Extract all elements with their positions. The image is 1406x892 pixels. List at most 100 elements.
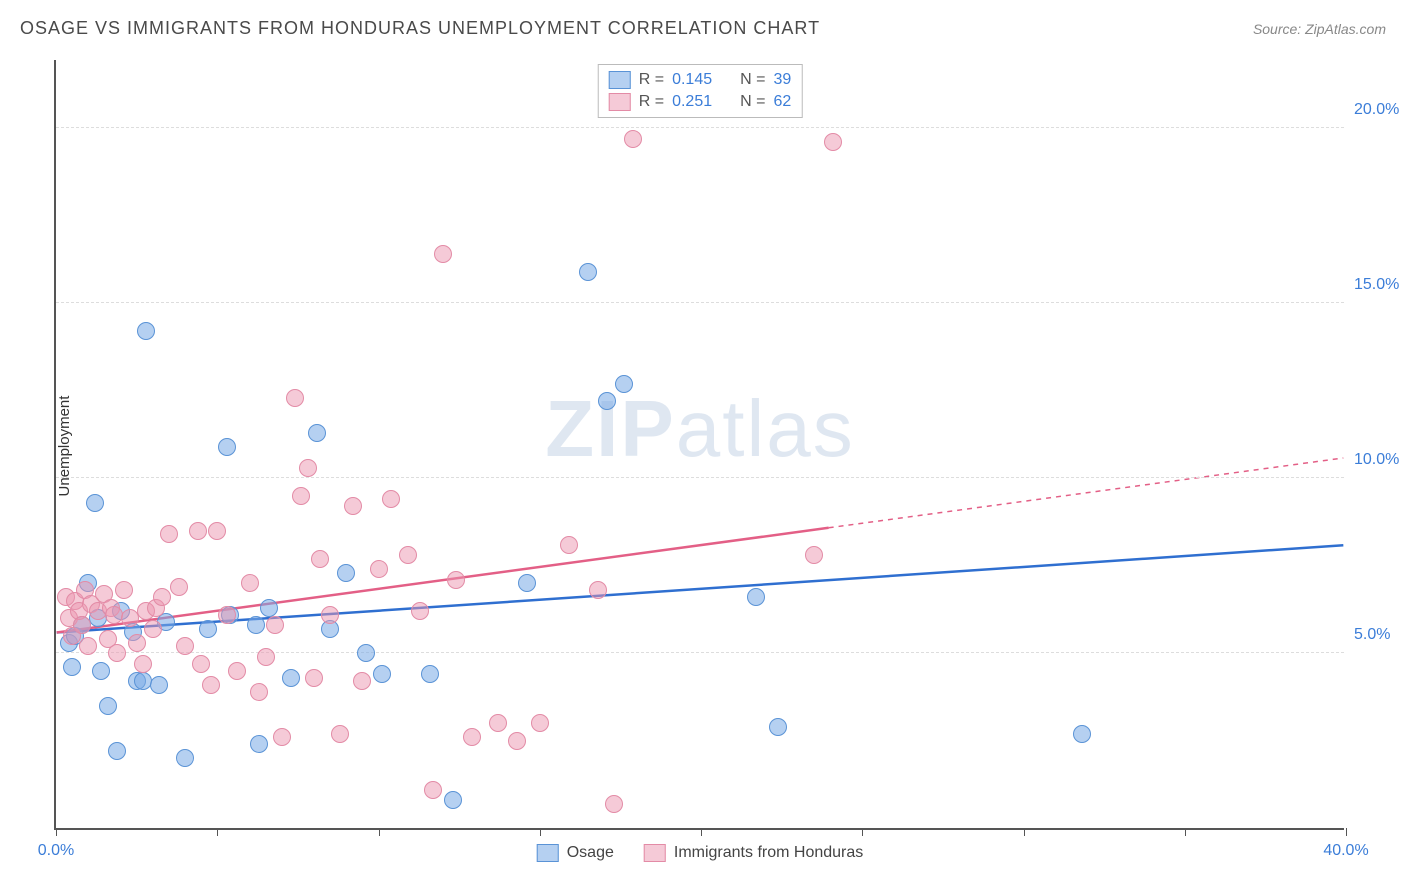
data-point-osage <box>598 392 616 410</box>
data-point-honduras <box>228 662 246 680</box>
data-point-osage <box>357 644 375 662</box>
data-point-honduras <box>331 725 349 743</box>
data-point-osage <box>308 424 326 442</box>
gridline <box>56 127 1344 128</box>
stats-row-honduras: R = 0.251 N = 62 <box>609 91 792 113</box>
gridline <box>56 302 1344 303</box>
data-point-honduras <box>560 536 578 554</box>
chart-title: OSAGE VS IMMIGRANTS FROM HONDURAS UNEMPL… <box>20 18 820 39</box>
data-point-osage <box>86 494 104 512</box>
n-value: 62 <box>773 93 791 111</box>
r-label: R = <box>639 93 664 111</box>
data-point-osage <box>247 616 265 634</box>
data-point-honduras <box>115 581 133 599</box>
data-point-osage <box>176 749 194 767</box>
data-point-osage <box>769 718 787 736</box>
data-point-honduras <box>424 781 442 799</box>
data-point-honduras <box>79 637 97 655</box>
data-point-honduras <box>299 459 317 477</box>
data-point-honduras <box>108 644 126 662</box>
data-point-honduras <box>144 620 162 638</box>
data-point-honduras <box>128 634 146 652</box>
data-point-honduras <box>447 571 465 589</box>
data-point-honduras <box>241 574 259 592</box>
data-point-osage <box>282 669 300 687</box>
swatch-icon <box>609 93 631 111</box>
x-tick-label: 40.0% <box>1323 842 1368 860</box>
x-tick <box>540 828 541 836</box>
data-point-osage <box>337 564 355 582</box>
data-point-honduras <box>202 676 220 694</box>
data-point-honduras <box>411 602 429 620</box>
data-point-osage <box>63 658 81 676</box>
chart-area: ZIPatlas R =0.145N =39R =0.251N =62 Osag… <box>54 60 1344 830</box>
swatch-icon <box>644 844 666 862</box>
data-point-honduras <box>273 728 291 746</box>
data-point-honduras <box>305 669 323 687</box>
data-point-honduras <box>508 732 526 750</box>
x-tick <box>217 828 218 836</box>
x-tick <box>1346 828 1347 836</box>
legend-label: Immigrants from Honduras <box>674 844 863 862</box>
data-point-honduras <box>189 522 207 540</box>
y-tick-label: 20.0% <box>1354 101 1406 119</box>
swatch-icon <box>537 844 559 862</box>
data-point-honduras <box>73 616 91 634</box>
data-point-honduras <box>105 606 123 624</box>
gridline <box>56 477 1344 478</box>
swatch-icon <box>609 71 631 89</box>
legend-label: Osage <box>567 844 614 862</box>
data-point-honduras <box>589 581 607 599</box>
data-point-osage <box>747 588 765 606</box>
x-tick <box>862 828 863 836</box>
y-tick-label: 15.0% <box>1354 276 1406 294</box>
data-point-honduras <box>824 133 842 151</box>
data-point-osage <box>250 735 268 753</box>
data-point-osage <box>150 676 168 694</box>
x-tick <box>701 828 702 836</box>
data-point-honduras <box>489 714 507 732</box>
data-point-osage <box>615 375 633 393</box>
data-point-honduras <box>250 683 268 701</box>
data-point-honduras <box>399 546 417 564</box>
n-label: N = <box>740 93 765 111</box>
data-point-honduras <box>605 795 623 813</box>
stats-legend: R =0.145N =39R =0.251N =62 <box>598 64 803 118</box>
data-point-honduras <box>434 245 452 263</box>
x-tick <box>56 828 57 836</box>
source-label: Source: ZipAtlas.com <box>1253 21 1386 37</box>
data-point-honduras <box>286 389 304 407</box>
x-tick-label: 0.0% <box>38 842 74 860</box>
series-legend: Osage Immigrants from Honduras <box>537 844 864 862</box>
data-point-honduras <box>805 546 823 564</box>
data-point-honduras <box>353 672 371 690</box>
data-point-honduras <box>160 525 178 543</box>
data-point-honduras <box>208 522 226 540</box>
data-point-osage <box>92 662 110 680</box>
trendline-extrapolated-honduras <box>829 458 1344 528</box>
data-point-osage <box>134 672 152 690</box>
data-point-osage <box>444 791 462 809</box>
trend-lines <box>56 60 1344 828</box>
data-point-osage <box>1073 725 1091 743</box>
data-point-osage <box>218 438 236 456</box>
data-point-osage <box>199 620 217 638</box>
x-tick <box>1024 828 1025 836</box>
data-point-osage <box>137 322 155 340</box>
data-point-honduras <box>170 578 188 596</box>
data-point-honduras <box>531 714 549 732</box>
watermark: ZIPatlas <box>545 383 854 475</box>
data-point-honduras <box>153 588 171 606</box>
y-tick-label: 5.0% <box>1354 626 1406 644</box>
data-point-osage <box>373 665 391 683</box>
data-point-honduras <box>344 497 362 515</box>
data-point-honduras <box>176 637 194 655</box>
gridline <box>56 652 1344 653</box>
data-point-honduras <box>257 648 275 666</box>
legend-item-honduras: Immigrants from Honduras <box>644 844 863 862</box>
data-point-honduras <box>382 490 400 508</box>
n-label: N = <box>740 71 765 89</box>
data-point-osage <box>421 665 439 683</box>
r-value: 0.145 <box>672 71 712 89</box>
r-value: 0.251 <box>672 93 712 111</box>
